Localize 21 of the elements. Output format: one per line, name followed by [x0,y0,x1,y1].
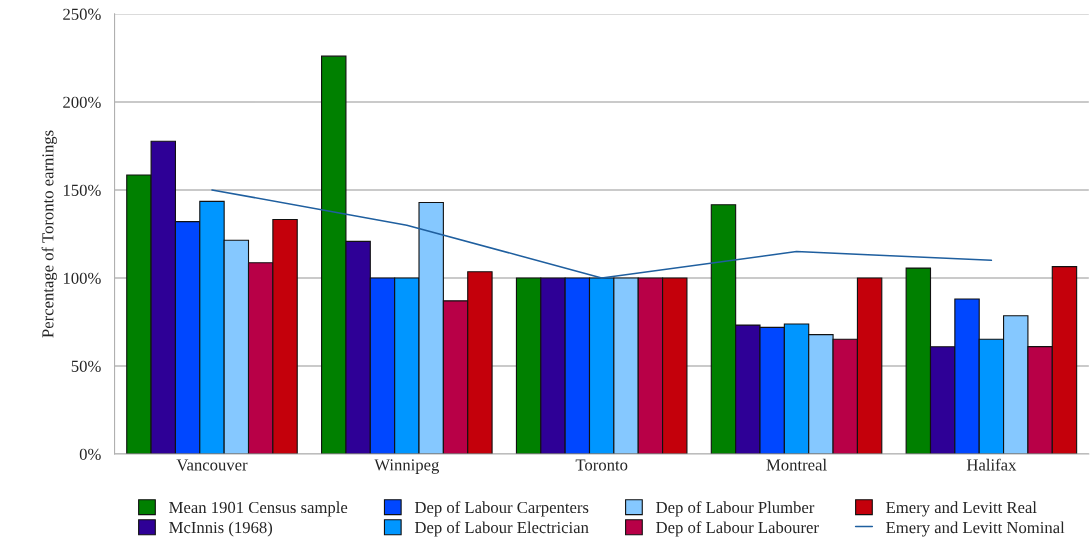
legend-label: Emery and Levitt Real [886,501,1037,517]
legend-label: McInnis (1968) [169,521,273,537]
legend-label: Dep of Labour Plumber [656,501,815,517]
y-tick-label: 100% [63,272,101,284]
y-axis-title: Percentage of Toronto earnings [41,130,57,338]
x-tick-label: Vancouver [176,459,248,471]
x-tick-label: Halifax [966,458,1017,471]
x-tick-label: Winnipeg [374,459,440,474]
y-tick-label: 150% [63,184,101,196]
legend-label: Mean 1901 Census sample [169,501,348,517]
legend-label: Dep of Labour Carpenters [414,501,589,517]
y-tick-label: 50% [71,360,101,372]
y-tick-label: 0% [79,448,101,460]
y-tick-label: 250% [63,8,101,20]
x-tick-label: Toronto [575,459,628,471]
legend-label: Dep of Labour Electrician [414,521,589,537]
legend-label: Emery and Levitt Nominal [886,521,1065,537]
line-series [211,189,993,279]
x-tick-label: Montreal [766,458,827,471]
y-tick-label: 200% [63,96,101,108]
legend-label: Dep of Labour Labourer [656,521,819,537]
